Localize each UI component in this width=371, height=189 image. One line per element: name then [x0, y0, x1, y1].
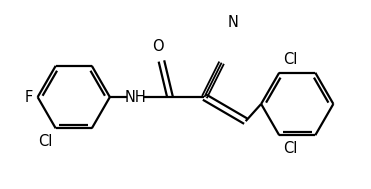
Text: Cl: Cl [283, 141, 297, 156]
Text: NH: NH [125, 90, 147, 105]
Text: F: F [24, 90, 33, 105]
Text: O: O [152, 39, 164, 54]
Text: Cl: Cl [283, 52, 297, 67]
Text: Cl: Cl [38, 134, 52, 149]
Text: N: N [227, 15, 238, 30]
